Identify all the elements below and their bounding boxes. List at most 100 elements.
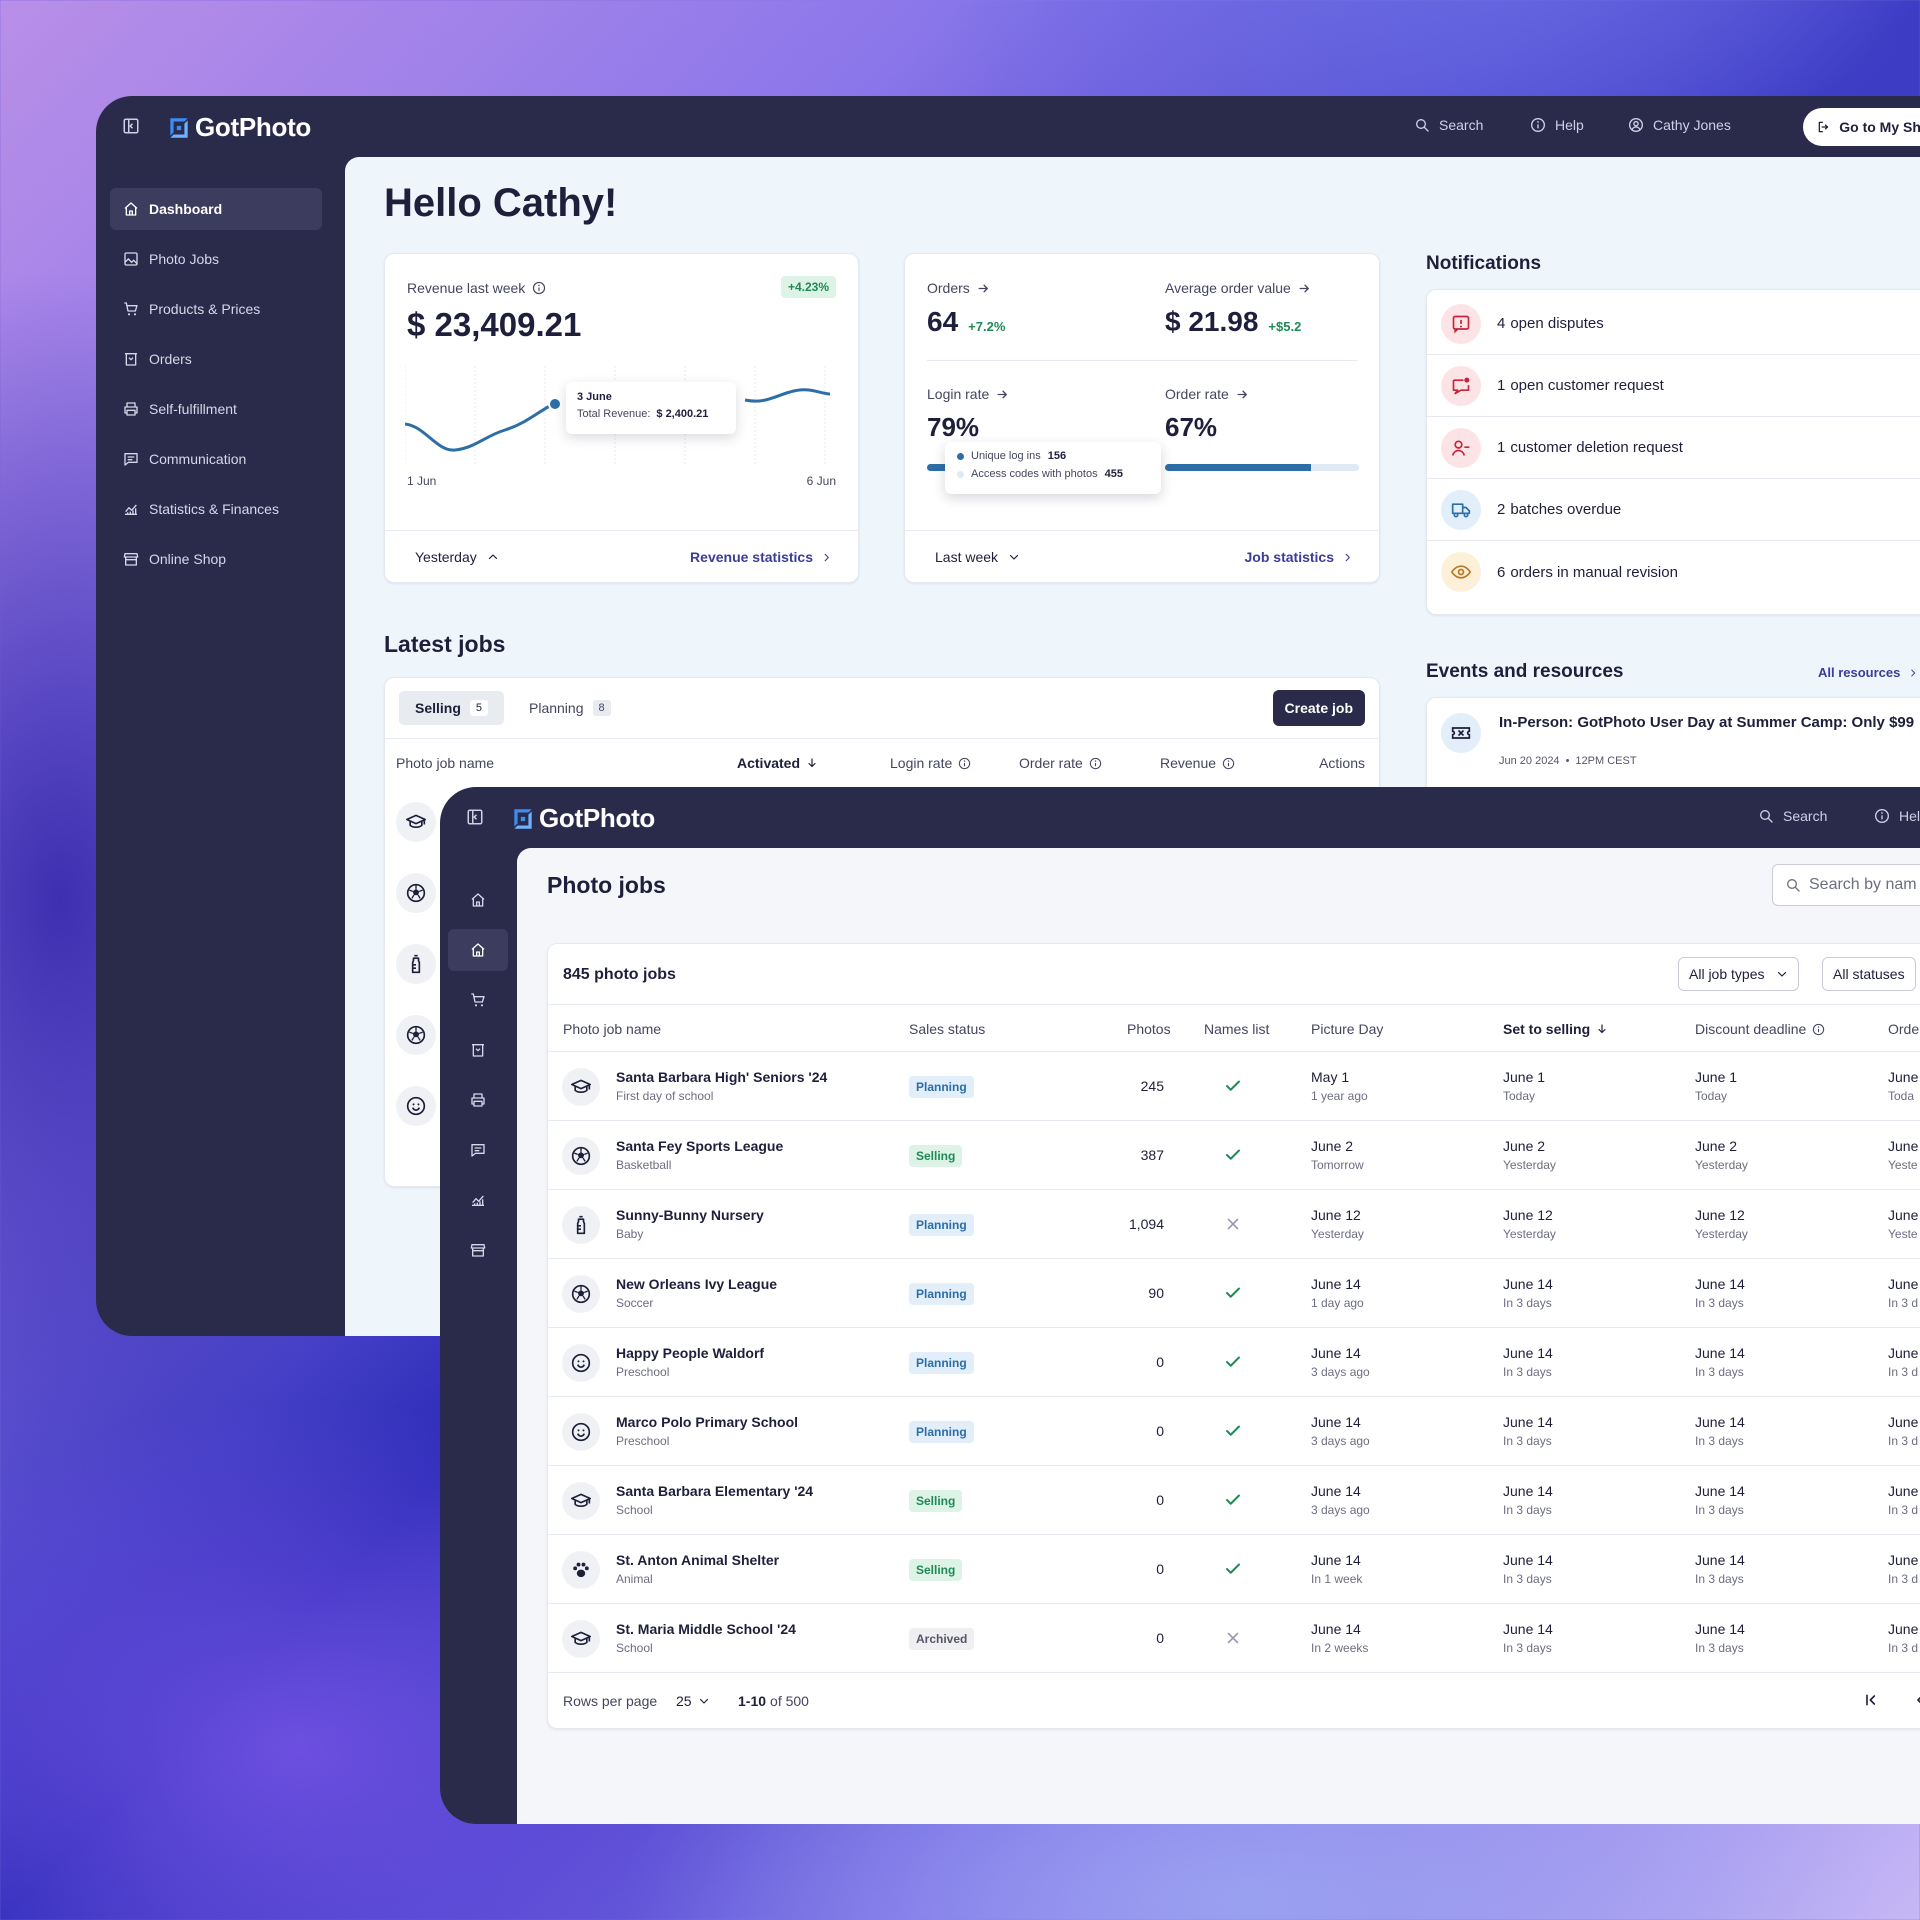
sidebar-item-self-fulfillment[interactable]	[448, 1079, 508, 1121]
order-rate-link[interactable]: Order rate	[1165, 386, 1249, 402]
sidebar-item-dashboard[interactable]	[448, 879, 508, 921]
notification-text: batches overdue	[1510, 501, 1622, 518]
sidebar-item-products[interactable]: Products & Prices	[110, 288, 322, 330]
job-types-filter[interactable]: All job types	[1678, 957, 1800, 991]
logo[interactable]: GotPhoto	[510, 803, 655, 834]
all-resources-label: All resources	[1818, 665, 1901, 680]
job-type: School	[616, 1503, 653, 1517]
job-name-cell[interactable]: St. Maria Middle School '24 School	[616, 1621, 796, 1655]
sidebar-item-statistics[interactable]: Statistics & Finances	[110, 488, 322, 530]
set-to-selling-relative: Yesterday	[1503, 1158, 1556, 1172]
info-icon[interactable]	[532, 281, 546, 295]
orders-label: Orders	[927, 280, 970, 296]
rows-per-page-select[interactable]: 25	[676, 1693, 710, 1709]
sidebar-item-photo-jobs[interactable]	[448, 929, 508, 971]
job-name-cell[interactable]: New Orleans Ivy League Soccer	[616, 1276, 777, 1310]
job-statistics-link[interactable]: Job statistics	[1245, 549, 1353, 565]
info-icon[interactable]	[1222, 757, 1235, 770]
kpi-period-dropdown[interactable]: Last week	[935, 549, 1020, 565]
statuses-filter[interactable]: All statuses	[1822, 957, 1916, 991]
create-job-button[interactable]: Create job	[1272, 690, 1365, 726]
login-rate-label: Login rate	[927, 386, 990, 402]
table-row[interactable]: Santa Barbara Elementary '24 School Sellin…	[548, 1466, 1920, 1535]
col-activated[interactable]: Activated	[737, 755, 818, 771]
job-name: Santa Barbara Elementary '24	[616, 1483, 814, 1499]
info-icon[interactable]	[1089, 757, 1102, 770]
info-icon[interactable]	[958, 757, 971, 770]
info-icon[interactable]	[1812, 1023, 1825, 1036]
job-name-cell[interactable]: Santa Fey Sports League Basketball	[616, 1138, 783, 1172]
sidebar-item-statistics[interactable]	[448, 1179, 508, 1221]
logo[interactable]: GotPhoto	[166, 112, 311, 143]
job-name-cell[interactable]: Sunny-Bunny Nursery Baby	[616, 1207, 764, 1241]
sidebar-item-orders[interactable]	[448, 1029, 508, 1071]
table-row[interactable]: Santa Barbara High' Seniors '24 First day…	[548, 1052, 1920, 1121]
sidebar-item-online-shop[interactable]	[448, 1229, 508, 1271]
tooltip-unique-value: 156	[1047, 450, 1067, 462]
table-row[interactable]: St. Maria Middle School '24 School Archive…	[548, 1604, 1920, 1673]
notification-disputes[interactable]: 4 open disputes	[1427, 293, 1920, 355]
sidebar-item-self-fulfillment[interactable]: Self-fulfillment	[110, 388, 322, 430]
table-row[interactable]: Santa Fey Sports League Basketball Selling…	[548, 1121, 1920, 1190]
help-button[interactable]: Help	[1530, 117, 1584, 133]
discount-deadline: June 2	[1695, 1138, 1738, 1154]
previous-page-button[interactable]	[1912, 1692, 1920, 1708]
table-row[interactable]: New Orleans Ivy League Soccer Planning 90 Ju…	[548, 1259, 1920, 1328]
table-row[interactable]: Sunny-Bunny Nursery Baby Planning 1,094 June…	[548, 1190, 1920, 1259]
event-card[interactable]: In-Person: GotPhoto User Day at Summer C…	[1426, 697, 1920, 797]
table-row[interactable]: Happy People Waldorf Preschool Planning 0 Ju…	[548, 1328, 1920, 1397]
notification-deletion-request[interactable]: 1 customer deletion request	[1427, 417, 1920, 479]
first-page-button[interactable]	[1863, 1692, 1879, 1708]
job-name-cell[interactable]: Marco Polo Primary School Preschool	[616, 1414, 798, 1448]
all-resources-link[interactable]: All resources	[1818, 665, 1918, 680]
job-name: Happy People Waldorf	[616, 1345, 765, 1361]
table-row[interactable]: Marco Polo Primary School Preschool Planni…	[548, 1397, 1920, 1466]
revenue-statistics-link[interactable]: Revenue statistics	[690, 549, 832, 565]
status-badge-label: Planning	[909, 1352, 974, 1374]
tab-planning[interactable]: Planning 8	[513, 691, 627, 725]
graduation-cap-icon	[571, 1491, 591, 1511]
tab-selling[interactable]: Selling 5	[399, 691, 505, 725]
job-icon	[562, 1206, 600, 1244]
sidebar-item-communication[interactable]: Communication	[110, 438, 322, 480]
search-input[interactable]: Search by nam	[1772, 864, 1920, 906]
login-rate-link[interactable]: Login rate	[927, 386, 1009, 402]
pagination-range: 1-10 of 500	[738, 1693, 809, 1709]
job-name-cell[interactable]: Happy People Waldorf Preschool	[616, 1345, 764, 1379]
job-name-cell[interactable]: St. Anton Animal Shelter Animal	[616, 1552, 779, 1586]
sidebar-item-communication[interactable]	[448, 1129, 508, 1171]
revenue-point[interactable]	[548, 397, 562, 411]
help-button[interactable]: Help	[1874, 808, 1920, 824]
picture-day-cell: June 14 3 days ago	[1311, 1345, 1370, 1379]
search-button[interactable]: Search	[1414, 117, 1483, 133]
ticket-icon	[1451, 723, 1471, 743]
job-name-cell[interactable]: Santa Barbara High' Seniors '24 First day…	[616, 1069, 827, 1103]
printer-icon	[123, 401, 139, 417]
go-to-shop-button[interactable]: Go to My Shop	[1803, 108, 1920, 146]
notification-manual-revision[interactable]: 6 orders in manual revision	[1427, 541, 1920, 603]
period-dropdown[interactable]: Yesterday	[415, 549, 499, 565]
table-row[interactable]: St. Anton Animal Shelter Animal Selling 0 Ju…	[548, 1535, 1920, 1604]
user-menu[interactable]: Cathy Jones	[1628, 117, 1731, 133]
job-name-cell[interactable]: Santa Barbara Elementary '24 School	[616, 1483, 813, 1517]
photos-count: 0	[1156, 1354, 1164, 1370]
chart-x-end: 6 Jun	[806, 474, 836, 488]
job-icon	[562, 1275, 600, 1313]
sidebar-item-orders[interactable]: Orders	[110, 338, 322, 380]
sidebar-toggle-icon[interactable]	[466, 808, 484, 826]
notification-batches-overdue[interactable]: 2 batches overdue	[1427, 479, 1920, 541]
sidebar-toggle-icon[interactable]	[122, 117, 140, 135]
notification-customer-request[interactable]: 1 open customer request	[1427, 355, 1920, 417]
col-set-to-selling[interactable]: Set to selling	[1503, 1005, 1608, 1053]
search-button[interactable]: Search	[1758, 808, 1827, 824]
picture-day-relative: 3 days ago	[1311, 1503, 1370, 1517]
orders-link[interactable]: Orders	[927, 280, 990, 296]
aov-link[interactable]: Average order value	[1165, 280, 1311, 296]
notification-count: 4	[1497, 315, 1506, 332]
sidebar-item-online-shop[interactable]: Online Shop	[110, 538, 322, 580]
sidebar-item-photo-jobs[interactable]: Photo Jobs	[110, 238, 322, 280]
chat-dot-icon	[1451, 376, 1471, 396]
arrow-down-icon	[1596, 1023, 1608, 1035]
sidebar-item-dashboard[interactable]: Dashboard	[110, 188, 322, 230]
sidebar-item-products[interactable]	[448, 979, 508, 1021]
